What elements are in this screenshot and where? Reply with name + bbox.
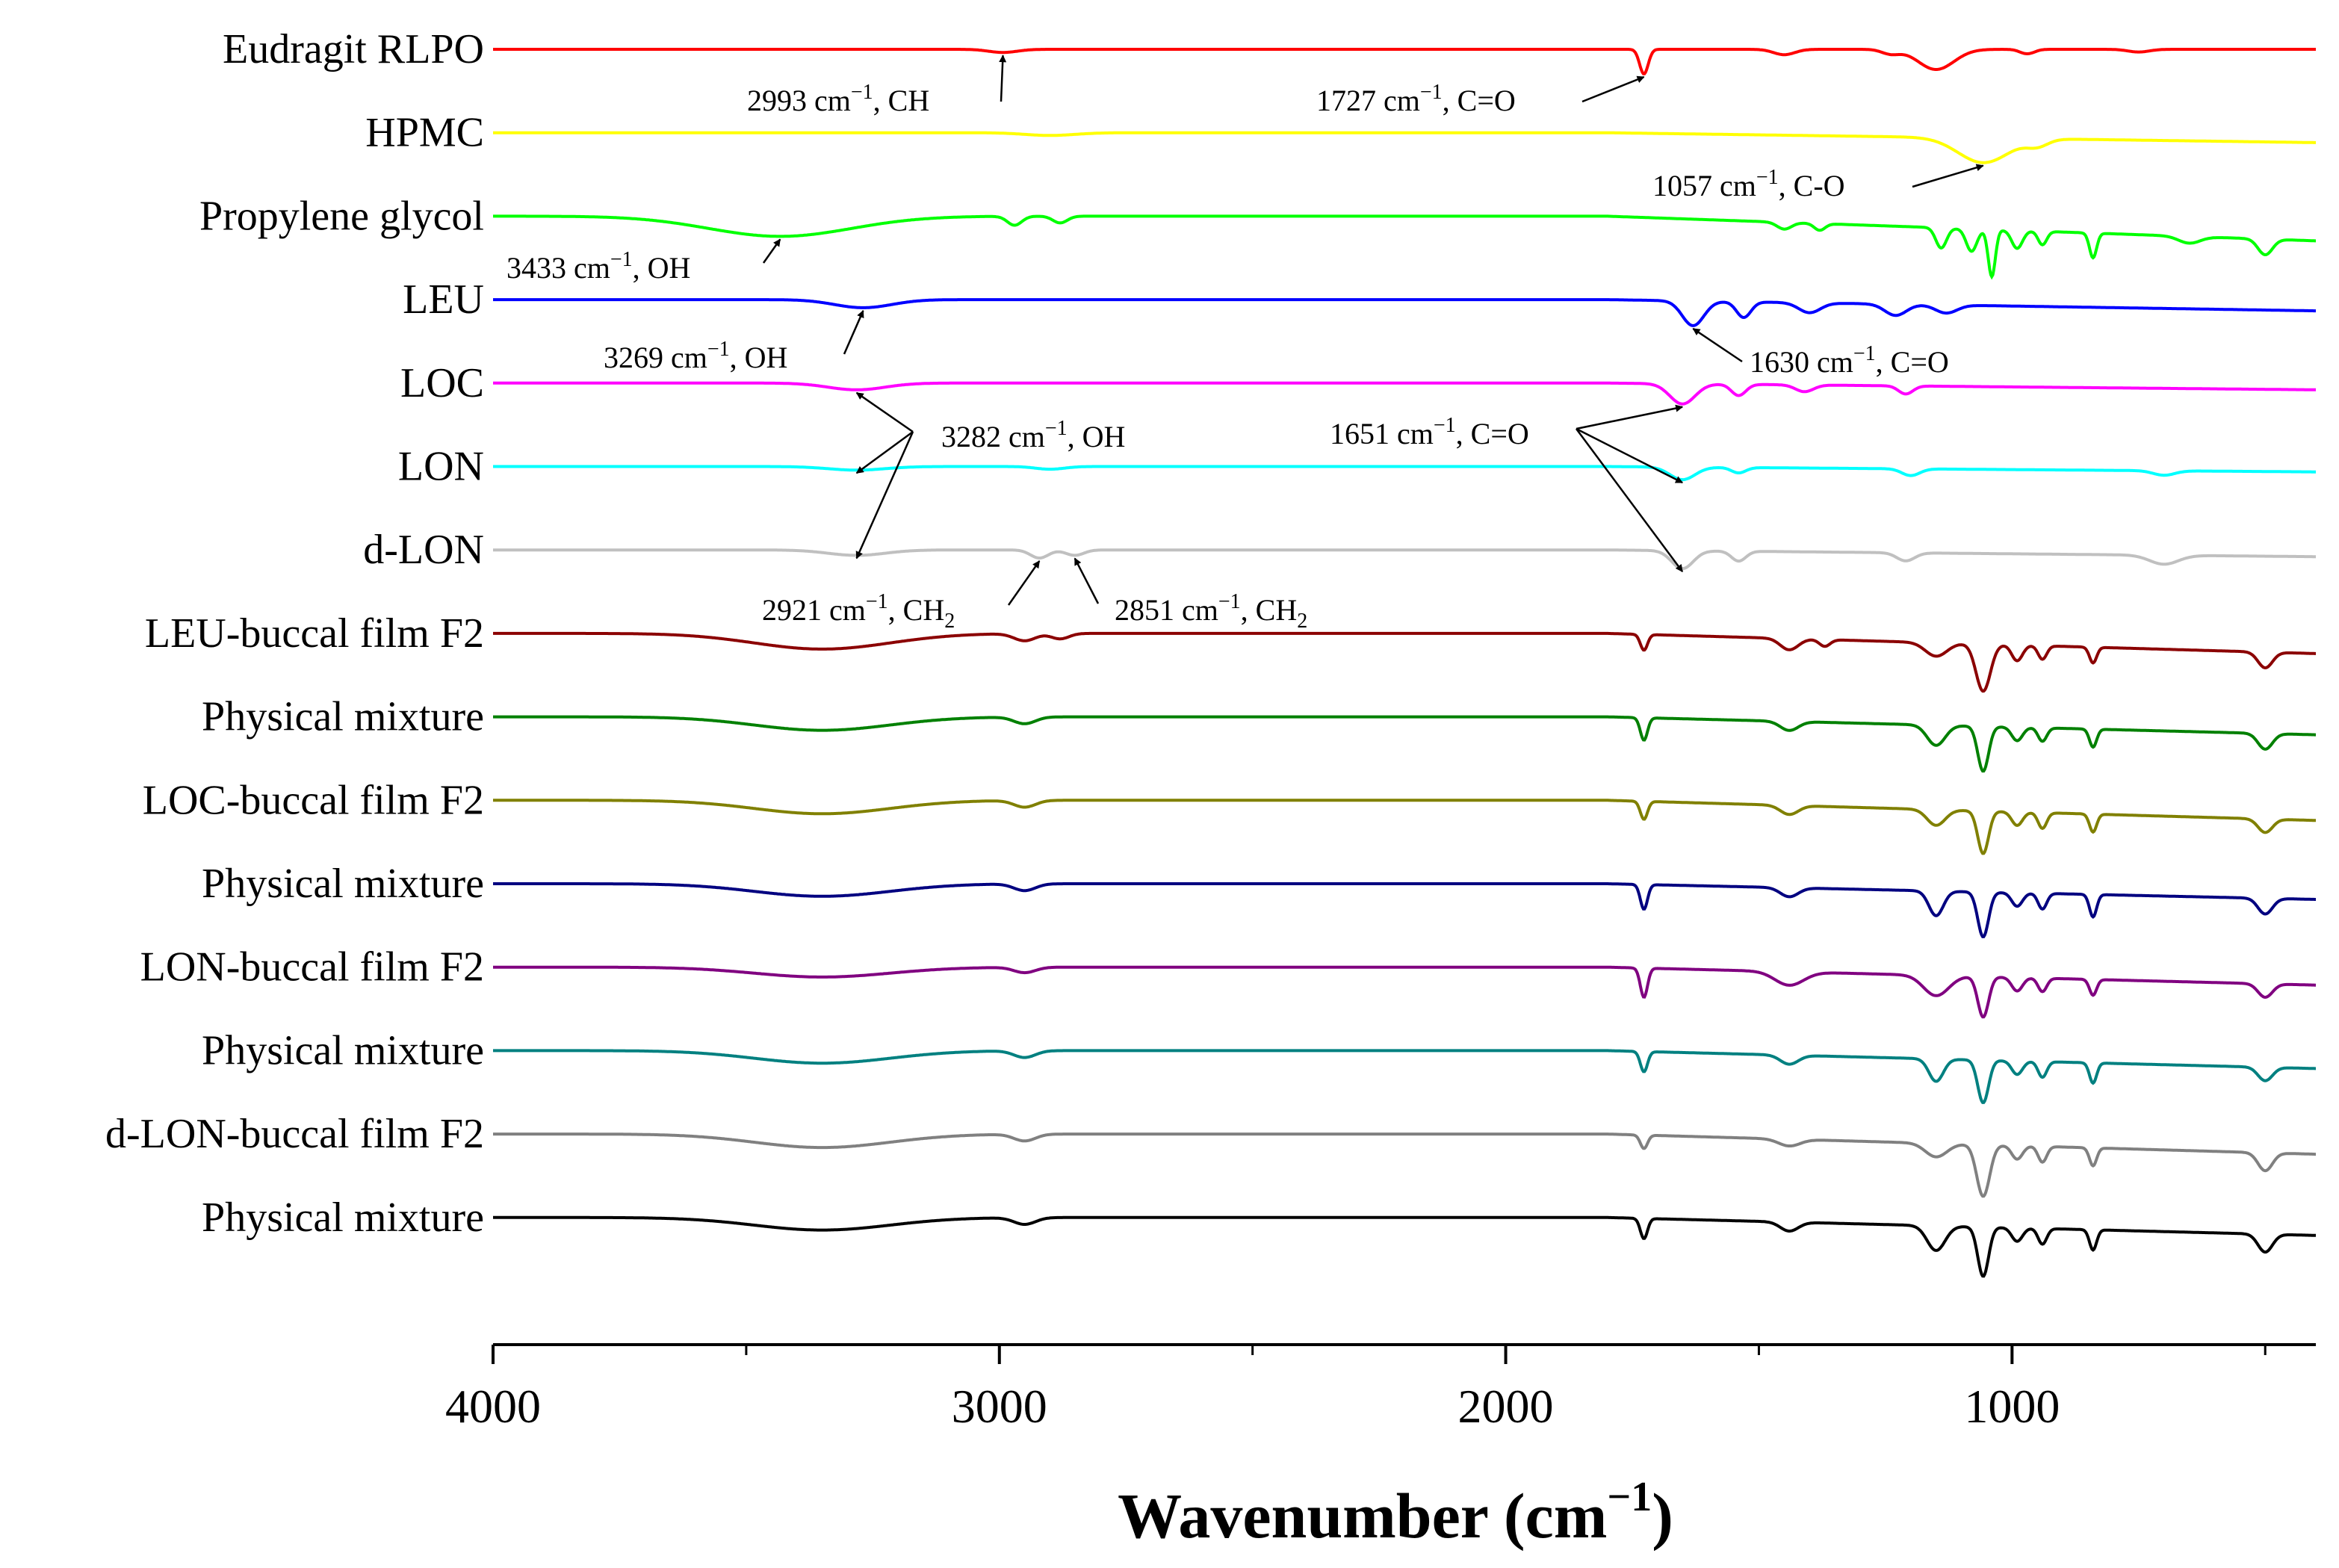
series-line-11 xyxy=(493,882,2316,938)
series-line-3 xyxy=(493,214,2316,280)
series-line-6 xyxy=(493,465,2316,482)
series-line-10 xyxy=(493,799,2316,855)
ann-1727-arrow xyxy=(1581,75,1645,103)
x-axis-title-close: ) xyxy=(1652,1480,1673,1552)
x-tick-label-4000: 4000 xyxy=(445,1380,541,1433)
x-tick-label-3000: 3000 xyxy=(952,1380,1047,1433)
ann-2851-arrow xyxy=(1074,557,1100,604)
series-line-9 xyxy=(493,715,2316,773)
series-line-5 xyxy=(493,381,2316,406)
series-label-6: LON xyxy=(398,444,484,490)
series-label-5: LOC xyxy=(400,360,484,406)
series-label-7: d-LON xyxy=(363,527,484,573)
series-label-13: Physical mixture xyxy=(202,1027,484,1073)
x-axis-title-superscript: −1 xyxy=(1607,1474,1652,1520)
ann-1630-arrow xyxy=(1692,327,1743,363)
ann-1057-label: 1057 cm−1, C-O xyxy=(1652,166,1845,202)
series-line-4 xyxy=(493,298,2316,327)
ann-3282-label: 3282 cm−1, OH xyxy=(941,417,1125,453)
series-label-9: Physical mixture xyxy=(202,694,484,740)
ann-3282-3-arrow xyxy=(855,431,914,560)
series-line-15 xyxy=(493,1215,2316,1278)
ann-3282-2-arrow xyxy=(855,430,914,474)
series-label-14: d-LON-buccal film F2 xyxy=(105,1111,484,1157)
series-line-13 xyxy=(493,1049,2316,1104)
series-line-12 xyxy=(493,965,2316,1019)
ann-1651-1-arrow xyxy=(1576,404,1684,430)
series-label-3: Propylene glycol xyxy=(199,193,484,239)
series-line-14 xyxy=(493,1132,2316,1198)
ann-1651-2-arrow xyxy=(1576,427,1683,484)
series-labels: Eudragit RLPO HPMC Propylene glycol LEU LOC L… xyxy=(105,26,484,1241)
peak-annotations: 2993 cm−1, CH 1727 cm−1, C=O 1057 cm−1, C-… xyxy=(506,55,1984,633)
x-axis: 4000 3000 2000 1000 xyxy=(445,1343,2316,1433)
x-tick-label-1000: 1000 xyxy=(1964,1380,2060,1433)
series-line-1 xyxy=(493,48,2316,75)
ann-2993-label: 2993 cm−1, CH xyxy=(747,81,929,117)
series-label-12: LON-buccal film F2 xyxy=(140,944,484,991)
series-label-11: Physical mixture xyxy=(202,861,484,907)
series-label-15: Physical mixture xyxy=(202,1194,484,1241)
x-axis-title-main: Wavenumber (cm xyxy=(1118,1480,1607,1552)
series-label-1: Eudragit RLPO xyxy=(223,26,484,72)
series-line-7 xyxy=(493,548,2316,571)
ann-2851-label: 2851 cm−1, CH2 xyxy=(1115,590,1307,633)
x-axis-title: Wavenumber (cm−1) xyxy=(1118,1474,1673,1552)
ann-1057-arrow xyxy=(1912,164,1984,188)
ann-3269-arrow xyxy=(843,309,864,355)
ann-1651-3-arrow xyxy=(1575,428,1684,572)
ann-3433-label: 3433 cm−1, OH xyxy=(506,248,690,285)
ann-2921-arrow xyxy=(1007,560,1041,606)
x-tick-label-2000: 2000 xyxy=(1458,1380,1554,1433)
series-line-2 xyxy=(493,131,2316,164)
series-label-10: LOC-buccal film F2 xyxy=(143,777,484,823)
series-label-4: LEU xyxy=(403,276,484,323)
ann-1651-label: 1651 cm−1, C=O xyxy=(1330,414,1529,450)
ann-3269-label: 3269 cm−1, OH xyxy=(604,338,787,374)
series-label-8: LEU-buccal film F2 xyxy=(145,610,484,657)
series-line-8 xyxy=(493,631,2316,693)
ann-3433-arrow xyxy=(762,238,781,264)
ann-2993-arrow xyxy=(999,55,1007,102)
ann-2921-label: 2921 cm−1, CH2 xyxy=(762,590,955,633)
ann-3282-1-arrow xyxy=(855,391,914,433)
ann-1727-label: 1727 cm−1, C=O xyxy=(1316,81,1516,117)
series-label-2: HPMC xyxy=(365,110,484,156)
spectra-traces xyxy=(493,48,2316,1278)
ann-1630-label: 1630 cm−1, C=O xyxy=(1750,342,1949,379)
